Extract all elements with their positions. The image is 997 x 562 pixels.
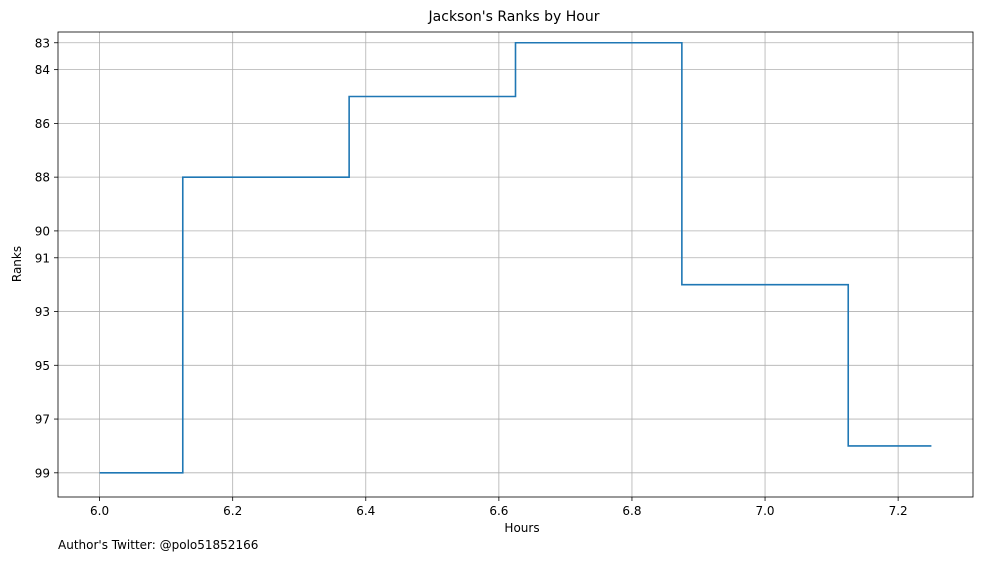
plot-frame	[57, 31, 974, 498]
y-tick-label: 86	[35, 117, 50, 131]
y-tick-label: 90	[35, 224, 50, 238]
author-note: Author's Twitter: @polo51852166	[58, 538, 259, 552]
x-tick-label: 6.0	[90, 504, 109, 518]
y-tick-label: 88	[35, 171, 50, 185]
y-tick-label: 99	[35, 466, 50, 480]
y-tick-label: 91	[35, 251, 50, 265]
rank-step-line	[99, 41, 932, 474]
y-tick-label: 83	[35, 36, 50, 50]
y-tick-label: 93	[35, 305, 50, 319]
x-tick-label: 6.4	[356, 504, 375, 518]
series	[99, 41, 932, 474]
chart-title: Jackson's Ranks by Hour	[428, 9, 600, 25]
y-tick-label: 84	[35, 63, 50, 77]
y-axis-label: Ranks	[10, 246, 24, 282]
x-tick-label: 6.6	[489, 504, 508, 518]
grid	[58, 32, 973, 497]
x-axis-label: Hours	[504, 521, 539, 535]
x-ticks: 6.0 6.2 6.4 6.6 6.8 7.0 7.2	[90, 497, 908, 518]
x-tick-label: 6.8	[622, 504, 641, 518]
x-tick-label: 7.0	[755, 504, 774, 518]
axes	[57, 31, 974, 498]
x-tick-label: 6.2	[223, 504, 242, 518]
y-tick-label: 95	[35, 359, 50, 373]
x-tick-label: 7.2	[889, 504, 908, 518]
y-tick-label: 97	[35, 413, 50, 427]
y-ticks: 83 84 86 88 90 91 93 95 97 99	[35, 36, 58, 480]
